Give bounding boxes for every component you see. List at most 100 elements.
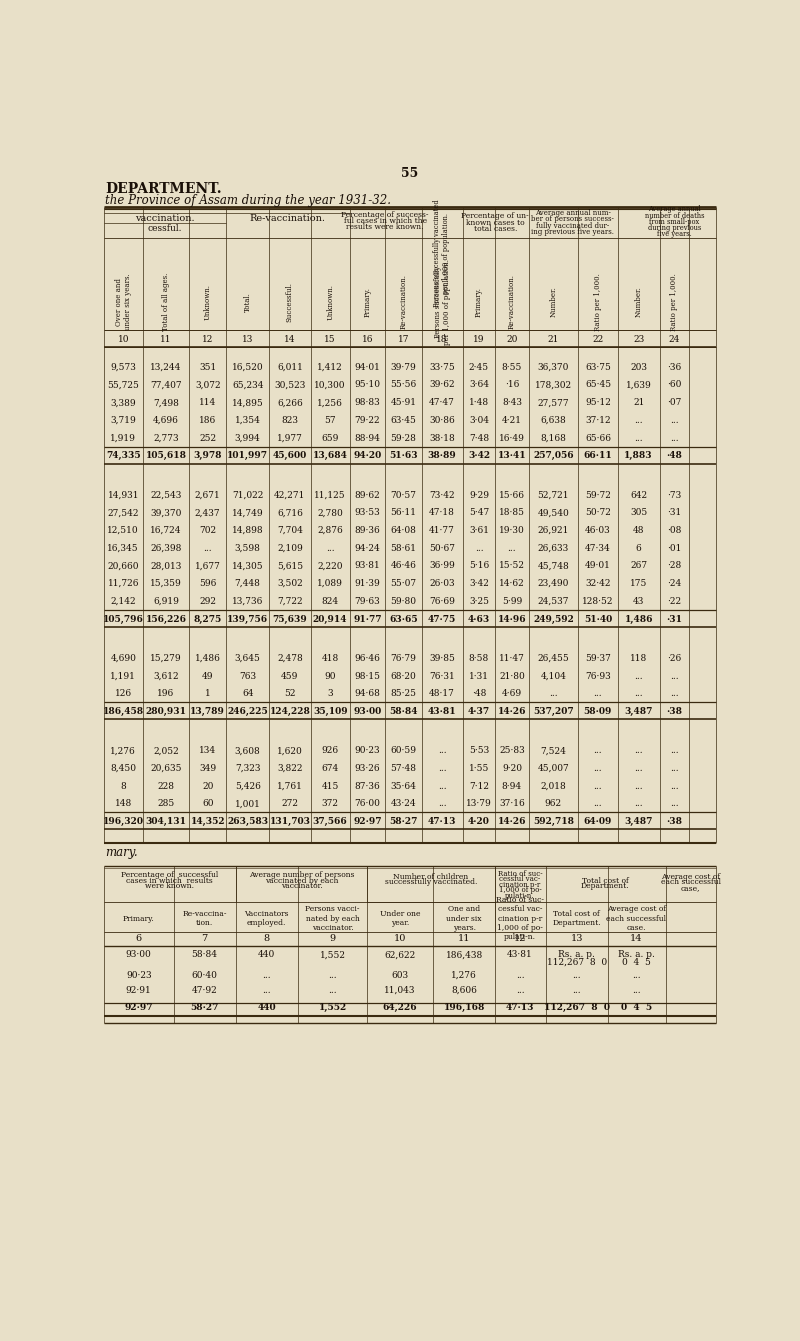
Text: 8·94: 8·94 [502,782,522,791]
Text: 92·91: 92·91 [126,986,152,995]
Text: 88·94: 88·94 [354,433,380,443]
Text: 1,000 of po-: 1,000 of po- [498,886,542,894]
Text: 85·25: 85·25 [390,689,417,699]
Text: Ratio per 1,000.: Ratio per 1,000. [670,272,678,331]
Text: 37·16: 37·16 [499,799,525,809]
Text: 186,438: 186,438 [446,951,483,959]
Text: 178,302: 178,302 [535,381,572,389]
Text: 285: 285 [158,799,174,809]
Text: 93·00: 93·00 [354,707,382,716]
Text: 3,994: 3,994 [234,433,261,443]
Text: 3,598: 3,598 [234,543,261,552]
Text: 92·97: 92·97 [125,1003,153,1011]
Text: 38·18: 38·18 [430,433,455,443]
Text: Total.: Total. [244,292,252,311]
Text: 36,370: 36,370 [538,363,569,371]
Text: 5·99: 5·99 [502,597,522,606]
Text: 2,052: 2,052 [153,746,178,755]
Text: 65·45: 65·45 [585,381,611,389]
Text: 537,207: 537,207 [533,707,574,716]
Text: Persons vacci-
nated by each
vaccinator.: Persons vacci- nated by each vaccinator. [306,905,360,932]
Text: 17: 17 [398,335,409,345]
Text: ...: ... [632,986,641,995]
Text: 11: 11 [458,935,470,943]
Text: 8: 8 [263,935,270,943]
Text: Number of children: Number of children [394,873,469,881]
Text: 48·17: 48·17 [430,689,455,699]
Text: 7,323: 7,323 [235,764,260,772]
Text: 90·23: 90·23 [126,971,151,980]
Text: 58·84: 58·84 [192,951,218,959]
Text: ·31: ·31 [667,508,682,518]
Text: 5,615: 5,615 [277,562,303,570]
Text: 1,919: 1,919 [110,433,136,443]
Text: 43·81: 43·81 [428,707,457,716]
Text: Rs. a. p.: Rs. a. p. [618,951,654,959]
Text: 39,370: 39,370 [150,508,182,518]
Text: 9·29: 9·29 [469,491,489,500]
Text: ...: ... [634,782,643,791]
Text: 13: 13 [570,935,583,943]
Text: One and
under six
years.: One and under six years. [446,905,482,932]
Text: 6,919: 6,919 [153,597,179,606]
Text: 36·99: 36·99 [430,562,455,570]
Text: 13: 13 [242,335,254,345]
Text: Persons successfully
per 1,000 of population.: Persons successfully per 1,000 of popula… [434,259,450,345]
Text: cases in which  results: cases in which results [126,877,213,885]
Text: ing previous five years.: ing previous five years. [531,228,614,236]
Text: 43·81: 43·81 [507,951,533,959]
Text: 11·47: 11·47 [499,654,525,662]
Text: 91·39: 91·39 [354,579,380,589]
Text: 48: 48 [633,526,644,535]
Text: 38·89: 38·89 [428,452,457,460]
Text: 45·91: 45·91 [390,398,417,408]
Text: 1,191: 1,191 [110,672,136,680]
Text: 272: 272 [282,799,298,809]
Text: 65·66: 65·66 [585,433,611,443]
Text: Average cost of
each successful
case.: Average cost of each successful case. [606,905,666,932]
Text: ...: ... [594,689,602,699]
Text: 6: 6 [636,543,642,552]
Text: Primary.: Primary. [363,287,371,316]
Text: 98·83: 98·83 [354,398,380,408]
Text: 196,168: 196,168 [443,1003,485,1011]
Text: 98·15: 98·15 [354,672,380,680]
Text: 12: 12 [514,935,526,943]
Text: 351: 351 [199,363,216,371]
Text: ...: ... [634,689,643,699]
Text: 305: 305 [630,508,647,518]
Text: ...: ... [670,799,678,809]
Text: 5·47: 5·47 [469,508,489,518]
Text: Unknown.: Unknown. [326,284,334,320]
Text: Vaccinators
employed.: Vaccinators employed. [244,911,289,927]
Text: 20: 20 [506,335,518,345]
Text: ·60: ·60 [667,381,682,389]
Text: ...: ... [326,543,334,552]
Text: ful cases in which the: ful cases in which the [344,217,426,225]
Text: 372: 372 [322,799,338,809]
Text: 440: 440 [258,1003,276,1011]
Text: 10: 10 [118,335,129,345]
Text: 14,749: 14,749 [232,508,263,518]
Text: 25·83: 25·83 [499,746,525,755]
Text: 55·56: 55·56 [390,381,417,389]
Text: 15,279: 15,279 [150,654,182,662]
Text: 11,125: 11,125 [314,491,346,500]
Text: ·01: ·01 [667,543,682,552]
Text: 3: 3 [327,689,333,699]
Text: 73·42: 73·42 [430,491,455,500]
Text: 1: 1 [205,689,210,699]
Text: 3,822: 3,822 [277,764,302,772]
Text: 592,718: 592,718 [533,817,574,826]
Text: 8,606: 8,606 [451,986,477,995]
Text: ·28: ·28 [667,562,682,570]
Text: 3,502: 3,502 [277,579,302,589]
Text: 118: 118 [630,654,647,662]
Text: from small-pox: from small-pox [649,217,699,225]
Text: Ratio of suc-
cessful vac-
cination p-r
1,000 of po-
pulati-n.: Ratio of suc- cessful vac- cination p-r … [496,896,544,941]
Text: Average annual: Average annual [648,205,701,213]
Text: 50·72: 50·72 [585,508,611,518]
Text: 10,300: 10,300 [314,381,346,389]
Text: 57: 57 [324,416,336,425]
Text: 95·12: 95·12 [585,398,611,408]
